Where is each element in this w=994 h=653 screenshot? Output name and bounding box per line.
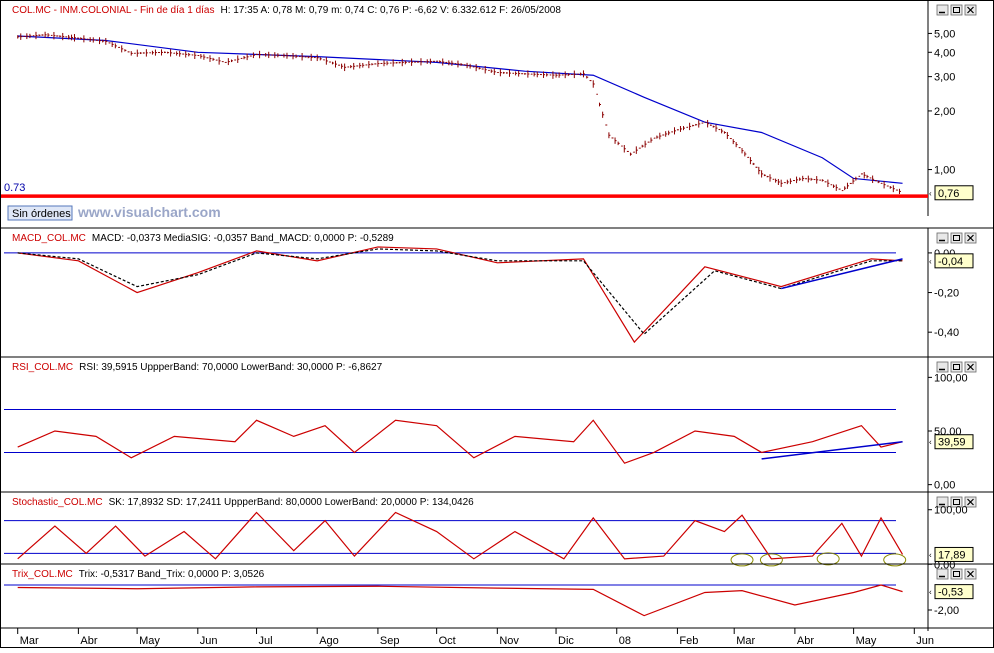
indicator-name: RSI_COL.MC bbox=[12, 362, 73, 373]
indicator-line bbox=[17, 419, 903, 464]
minimize-icon[interactable] bbox=[936, 232, 949, 244]
indicator-values: Trix: -0,5317 Band_Trix: 0,0000 P: 3,052… bbox=[79, 569, 265, 580]
x-tick-label: Nov bbox=[499, 635, 519, 647]
last-value-label: -0,53 bbox=[938, 587, 963, 599]
indicator-name: MACD_COL.MC bbox=[12, 233, 86, 244]
restore-icon[interactable] bbox=[950, 496, 963, 508]
y-tick-label: 4,00 bbox=[934, 47, 955, 59]
indicator-line bbox=[17, 584, 903, 617]
last-value-box: -0,04 ‹ bbox=[929, 253, 974, 269]
close-icon[interactable] bbox=[964, 4, 977, 16]
panel-2: RSI_COL.MC RSI: 39,5915 UppperBand: 70,00… bbox=[0, 356, 994, 496]
minimize-icon[interactable] bbox=[936, 496, 949, 508]
x-tick-label: Abr bbox=[797, 635, 814, 647]
panel-4: Trix_COL.MC Trix: -0,5317 Band_Trix: 0,00… bbox=[0, 563, 994, 631]
pointer-icon: ‹ bbox=[929, 438, 932, 447]
close-icon[interactable] bbox=[964, 232, 977, 244]
minimize-icon[interactable] bbox=[936, 4, 949, 16]
support-label: 0.73 bbox=[4, 182, 25, 194]
restore-icon[interactable] bbox=[950, 361, 963, 373]
close-icon[interactable] bbox=[964, 496, 977, 508]
indicator-name: Trix_COL.MC bbox=[12, 569, 73, 580]
last-value-box: 17,89 ‹ bbox=[929, 546, 974, 562]
last-value-box: 0,76 ‹ bbox=[929, 185, 974, 201]
last-value-label: -0,04 bbox=[938, 256, 963, 268]
indicator-name: COL.MC - INM.COLONIAL - Fin de día 1 día… bbox=[12, 5, 214, 16]
x-tick-label: Jul bbox=[259, 635, 273, 647]
last-value-label: 17,89 bbox=[938, 549, 966, 561]
x-tick-label: Ago bbox=[319, 635, 339, 647]
x-tick-label: Dic bbox=[558, 635, 574, 647]
indicator-header: RSI_COL.MC RSI: 39,5915 UppperBand: 70,00… bbox=[12, 362, 383, 373]
y-tick-label: -2,00 bbox=[934, 605, 959, 617]
trendline bbox=[761, 440, 903, 460]
y-tick-label: 0,00 bbox=[934, 480, 955, 492]
x-tick-label: 08 bbox=[619, 635, 631, 647]
indicator-values: RSI: 39,5915 UppperBand: 70,0000 LowerBa… bbox=[79, 362, 382, 373]
y-tick-label: -0,20 bbox=[934, 288, 959, 300]
panel-1: MACD_COL.MC MACD: -0,0373 MediaSIG: -0,03… bbox=[0, 227, 994, 358]
moving-average-line bbox=[17, 35, 903, 184]
last-value-label: 39,59 bbox=[938, 437, 966, 449]
close-icon[interactable] bbox=[964, 361, 977, 373]
x-tick-label: Feb bbox=[679, 635, 698, 647]
x-tick-label: Mar bbox=[20, 635, 39, 647]
y-tick-label: -0,40 bbox=[934, 327, 959, 339]
orders-button-label: Sin órdenes bbox=[12, 208, 71, 220]
x-tick-label: Oct bbox=[439, 635, 456, 647]
signal-line bbox=[17, 248, 903, 336]
y-tick-label: 1,00 bbox=[934, 165, 955, 177]
last-value-box: 39,59 ‹ bbox=[929, 434, 974, 450]
indicator-values: MACD: -0,0373 MediaSIG: -0,0357 Band_MAC… bbox=[92, 233, 394, 244]
minimize-icon[interactable] bbox=[936, 568, 949, 580]
indicator-header: Stochastic_COL.MC SK: 17,8932 SD: 17,2411… bbox=[12, 497, 474, 508]
y-tick-label: 2,00 bbox=[934, 106, 955, 118]
x-tick-label: May bbox=[856, 635, 877, 647]
annotation-ellipse bbox=[730, 553, 754, 567]
indicator-values: SK: 17,8932 SD: 17,2411 UppperBand: 80,0… bbox=[109, 497, 475, 508]
minimize-icon[interactable] bbox=[936, 361, 949, 373]
pointer-icon: ‹ bbox=[929, 588, 932, 597]
y-tick-label: 100,00 bbox=[934, 372, 968, 384]
indicator-header: Trix_COL.MC Trix: -0,5317 Band_Trix: 0,00… bbox=[12, 569, 265, 580]
panel-0: COL.MC - INM.COLONIAL - Fin de día 1 día… bbox=[0, 0, 994, 221]
y-tick-label: 0,00 bbox=[934, 559, 955, 571]
x-tick-label: Abr bbox=[80, 635, 97, 647]
restore-icon[interactable] bbox=[950, 232, 963, 244]
indicator-line bbox=[17, 246, 903, 344]
indicator-header: COL.MC - INM.COLONIAL - Fin de día 1 día… bbox=[12, 5, 561, 16]
y-tick-label: 5,00 bbox=[934, 28, 955, 40]
panel-3: Stochastic_COL.MC SK: 17,8932 SD: 17,2411… bbox=[0, 491, 994, 573]
last-value-box: -0,53 ‹ bbox=[929, 584, 974, 600]
watermark: www.visualchart.com bbox=[77, 204, 221, 220]
annotation-ellipse bbox=[883, 553, 907, 567]
indicator-line bbox=[17, 511, 904, 560]
indicator-header: MACD_COL.MC MACD: -0,0373 MediaSIG: -0,03… bbox=[12, 233, 394, 244]
indicator-name: Stochastic_COL.MC bbox=[12, 497, 103, 508]
restore-icon[interactable] bbox=[950, 568, 963, 580]
close-icon[interactable] bbox=[964, 568, 977, 580]
x-tick-label: Jun bbox=[916, 635, 934, 647]
annotation-ellipse bbox=[759, 553, 783, 567]
y-tick-label: 100,00 bbox=[934, 505, 968, 517]
orders-button[interactable]: Sin órdenes bbox=[7, 205, 73, 221]
annotation-ellipse bbox=[816, 552, 840, 566]
indicator-values: H: 17:35 A: 0,78 M: 0,79 m: 0,74 C: 0,76… bbox=[220, 5, 561, 16]
x-tick-label: Jun bbox=[200, 635, 218, 647]
x-tick-label: Mar bbox=[736, 635, 755, 647]
pointer-icon: ‹ bbox=[929, 257, 932, 266]
x-tick-label: Sep bbox=[380, 635, 400, 647]
pointer-icon: ‹ bbox=[929, 550, 932, 559]
trendline bbox=[780, 258, 903, 290]
last-value-label: 0,76 bbox=[938, 188, 959, 200]
restore-icon[interactable] bbox=[950, 4, 963, 16]
pointer-icon: ‹ bbox=[929, 189, 932, 198]
y-tick-label: 3,00 bbox=[934, 72, 955, 84]
x-tick-label: May bbox=[139, 635, 160, 647]
